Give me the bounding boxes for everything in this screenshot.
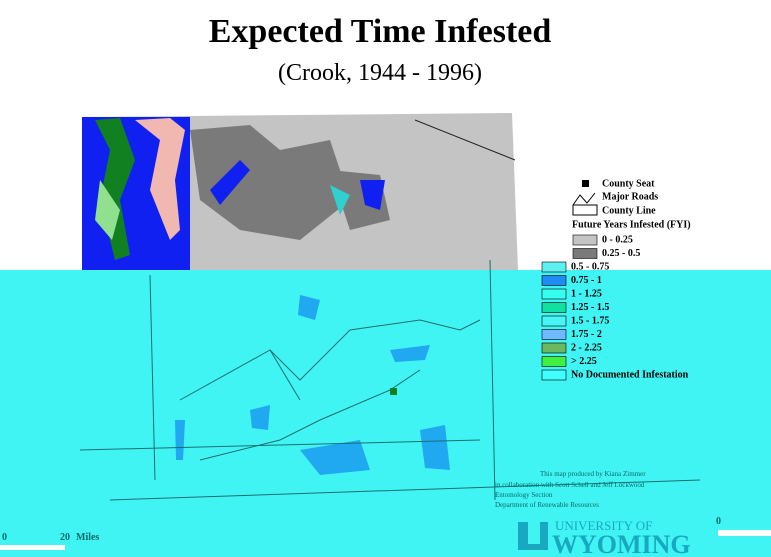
- legend-class-label: 0.5 - 0.75: [571, 261, 609, 272]
- legend-label: County Line: [602, 205, 656, 216]
- legend-heading: Future Years Infested (FYI): [572, 219, 691, 230]
- road-icon: [572, 192, 596, 206]
- credit-line: Entomology Section: [495, 491, 553, 499]
- legend-swatch: [541, 315, 567, 327]
- legend-class-label: 1 - 1.25: [571, 288, 602, 299]
- subtitle: (Crook, 1944 - 1996): [278, 60, 482, 86]
- scale-unit: Miles: [76, 532, 99, 543]
- legend-class-label: 2 - 2.25: [571, 342, 602, 353]
- legend-class-label: 0.75 - 1: [571, 275, 602, 286]
- scale-label: 0: [2, 532, 7, 543]
- legend-class-label: No Documented Infestation: [571, 369, 689, 380]
- county-seat-marker: [390, 388, 397, 395]
- credit-line: This map produced by Kiana Zimmer: [540, 470, 646, 478]
- title: Expected Time Infested: [209, 13, 552, 50]
- legend-swatch: [541, 275, 567, 286]
- legend-swatch: [541, 342, 567, 354]
- legend-swatch: [541, 369, 567, 381]
- scale-label: 20: [60, 532, 70, 543]
- logo-text: WYOMING: [552, 530, 691, 557]
- legend-swatch: [541, 261, 567, 273]
- overlay: [0, 270, 771, 557]
- scale-bar-right: [718, 530, 771, 536]
- legend-swatch: [572, 248, 598, 259]
- scale-label: 0: [716, 516, 721, 527]
- legend-label: County Seat: [602, 178, 655, 189]
- line-icon: [572, 204, 598, 216]
- legend-swatch: [572, 234, 598, 246]
- map-lower: [175, 295, 450, 475]
- logo-mark: [518, 522, 548, 550]
- legend: County Seat Major Roads County Line Futu…: [541, 178, 691, 381]
- legend-class-label: 1.75 - 2: [571, 329, 602, 340]
- legend-swatch: [541, 356, 567, 367]
- credit-line: in collaboration with Scott Schell and J…: [495, 481, 645, 489]
- scale-bar: [0, 545, 65, 550]
- logo-text: UNIVERSITY OF: [555, 518, 652, 533]
- credits: This map produced by Kiana Zimmer in col…: [495, 470, 646, 509]
- seat-icon: [582, 180, 589, 187]
- credit-line: Department of Renewable Resources: [495, 501, 599, 509]
- legend-class-label: 0.25 - 0.5: [602, 248, 640, 259]
- legend-swatch: [541, 288, 567, 300]
- roads: [79, 259, 701, 501]
- legend-class-label: > 2.25: [571, 356, 597, 367]
- map-upper: [82, 113, 518, 270]
- legend-swatch: [541, 329, 567, 340]
- legend-class-label: 1.5 - 1.75: [571, 315, 609, 326]
- legend-class-label: 1.25 - 1.5: [571, 302, 609, 313]
- legend-swatch: [541, 302, 567, 313]
- legend-label: Major Roads: [602, 191, 658, 202]
- legend-class-label: 0 - 0.25: [602, 234, 633, 245]
